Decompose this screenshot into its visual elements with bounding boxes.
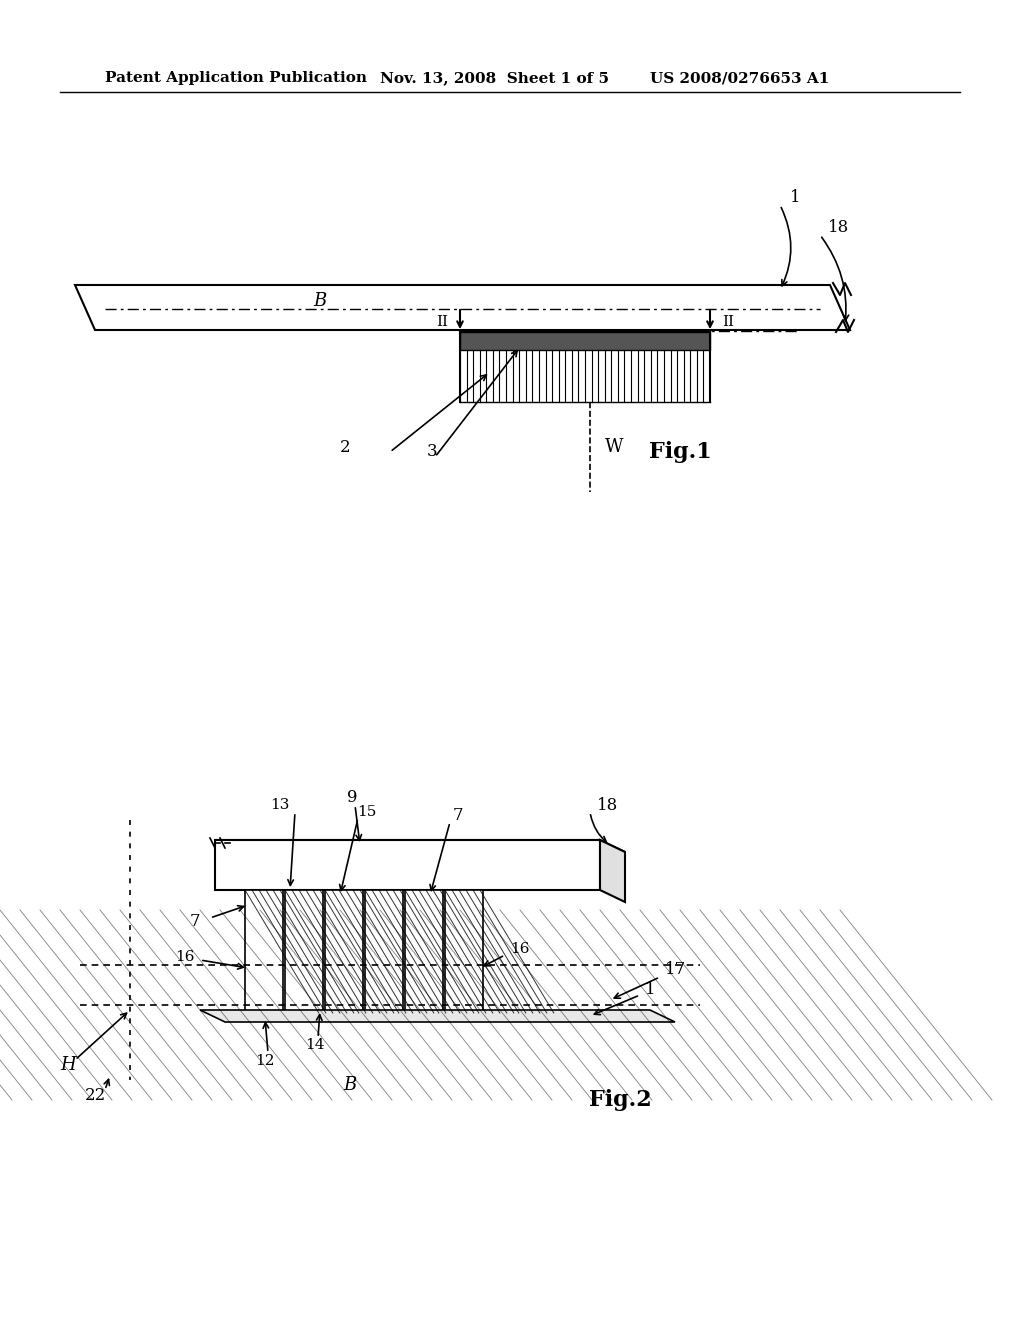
Bar [285, 890, 323, 1012]
Bar [365, 890, 403, 1012]
Text: Patent Application Publication: Patent Application Publication [105, 71, 367, 84]
Text: 22: 22 [84, 1086, 105, 1104]
Text: 9: 9 [347, 789, 357, 807]
Text: 16: 16 [510, 942, 529, 956]
Bar [406, 890, 443, 1012]
Text: Fig.1: Fig.1 [648, 441, 712, 463]
Text: 7: 7 [453, 807, 463, 824]
Text: II: II [722, 315, 734, 329]
Text: B: B [313, 292, 327, 310]
Polygon shape [75, 285, 850, 330]
Text: II: II [436, 315, 449, 329]
Bar [445, 890, 483, 1012]
Text: 17: 17 [665, 961, 686, 978]
Text: 18: 18 [828, 219, 849, 235]
Text: 7: 7 [189, 913, 200, 931]
Text: W: W [605, 438, 624, 455]
Text: B: B [343, 1076, 356, 1094]
Text: 18: 18 [597, 796, 618, 813]
Text: Fig.2: Fig.2 [589, 1089, 651, 1111]
Text: Nov. 13, 2008  Sheet 1 of 5: Nov. 13, 2008 Sheet 1 of 5 [380, 71, 609, 84]
Polygon shape [200, 1010, 675, 1022]
Polygon shape [215, 840, 600, 890]
Bar [245, 890, 283, 1012]
Text: 13: 13 [270, 799, 290, 812]
Text: 14: 14 [305, 1038, 325, 1052]
Text: H: H [60, 1056, 76, 1074]
Text: 15: 15 [357, 805, 377, 818]
Text: 3: 3 [427, 444, 437, 461]
Bar [325, 890, 362, 1012]
Text: 2: 2 [340, 438, 350, 455]
Polygon shape [215, 840, 625, 851]
Text: 12: 12 [255, 1053, 274, 1068]
Text: 16: 16 [175, 950, 195, 964]
Text: 1: 1 [645, 982, 655, 998]
Text: US 2008/0276653 A1: US 2008/0276653 A1 [650, 71, 829, 84]
Bar [460, 333, 710, 350]
Text: 1: 1 [790, 189, 801, 206]
Polygon shape [600, 840, 625, 902]
